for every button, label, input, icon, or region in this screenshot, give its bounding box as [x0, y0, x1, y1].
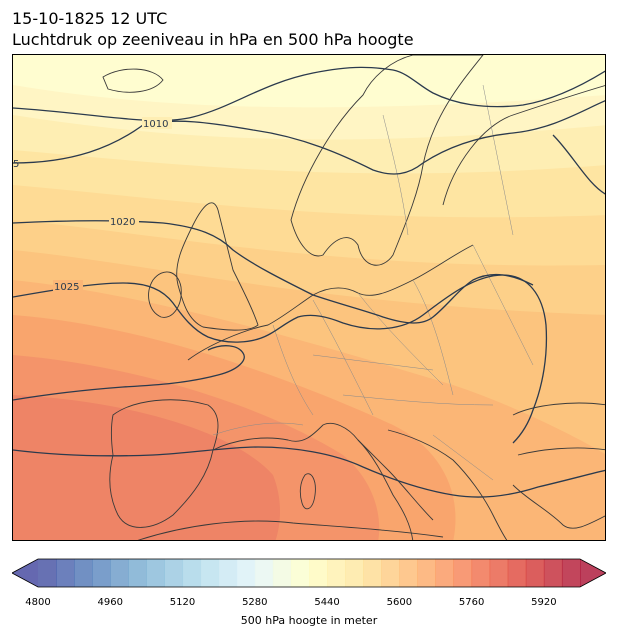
country-border [472, 244, 534, 366]
colorbar-cell [399, 559, 418, 587]
great-britain-coast [176, 202, 259, 331]
colorbar-cell [110, 559, 129, 587]
colorbar-tick-label: 5760 [458, 597, 485, 608]
map-canvas: 1010 1020 1025 5 [13, 55, 605, 540]
ireland-coast [148, 271, 182, 318]
label-bg [53, 280, 83, 292]
country-border [212, 422, 304, 436]
colorbar [12, 558, 606, 588]
label-bg [142, 117, 172, 129]
isobar-1010 [13, 100, 605, 175]
italy-west-coast [212, 422, 414, 540]
black-sea-coast [517, 447, 605, 456]
colorbar-tick-label: 5440 [314, 597, 340, 608]
colorbar-cell [56, 559, 75, 587]
finland-coast [442, 85, 605, 206]
colorbar-cell [453, 559, 473, 587]
colorbar-cell [507, 559, 527, 587]
colorbar-cell [218, 559, 238, 587]
isobar-label-1010: 1010 [143, 119, 168, 130]
colorbar-cell [525, 559, 545, 587]
isobar-labels: 1010 1020 1025 5 [13, 117, 172, 293]
colorbar-tick-label: 5280 [242, 597, 268, 608]
colorbar-cells [38, 559, 581, 587]
height-bands [13, 55, 605, 540]
weather-map: 1010 1020 1025 5 [12, 54, 606, 541]
colorbar-cell [417, 559, 436, 587]
country-border [312, 299, 374, 416]
colorbar-cell [272, 559, 292, 587]
colorbar-cell [182, 559, 202, 587]
colorbar-cell [146, 559, 165, 587]
colorbar-cell [363, 559, 382, 587]
colorbar-tick-label: 4800 [25, 597, 51, 608]
corsica-sardinia-coast [299, 473, 316, 510]
colorbar-cell [435, 559, 455, 587]
country-border [382, 114, 409, 236]
iberia-coast [109, 399, 219, 528]
colorbar-cell [381, 559, 400, 587]
colorbar-extend-max [580, 559, 606, 587]
label-bg [109, 215, 139, 227]
colorbar-cell [327, 559, 346, 587]
colorbar-cell [489, 559, 509, 587]
country-border [432, 434, 494, 481]
isobar-label-1020: 1020 [110, 217, 135, 228]
coastlines [102, 55, 605, 540]
greece-coast [512, 484, 605, 529]
country-border [272, 324, 314, 416]
country-border [342, 394, 494, 406]
colorbar-cell [74, 559, 93, 587]
scandinavia-coast [290, 55, 484, 266]
colorbar-cell [561, 559, 581, 587]
country-border [482, 84, 514, 236]
isobar-label-1005: 5 [13, 159, 19, 170]
north-africa-coast [137, 520, 444, 540]
colorbar-cell [128, 559, 147, 587]
colorbar-cell [92, 559, 111, 587]
isobar-1030 [13, 345, 245, 401]
colorbar-cell [236, 559, 256, 587]
colorbar-tick-label: 4960 [97, 597, 123, 608]
balkans-coast [387, 429, 508, 540]
isobar-1015 [552, 134, 605, 195]
colorbar-cell [309, 559, 328, 587]
colorbar-cell [471, 559, 491, 587]
map-title-date: 15-10-1825 12 UTC [12, 9, 168, 28]
colorbar-cell [164, 559, 184, 587]
colorbar-extend-min [12, 559, 38, 587]
colorbar-cell [38, 559, 57, 587]
north-europe-coast [187, 244, 474, 361]
colorbar-tick-label: 5600 [386, 597, 413, 608]
black-sea-coast [512, 402, 605, 416]
country-border [412, 279, 454, 396]
colorbar-label: 500 hPa hoogte in meter [240, 614, 378, 627]
height-band [13, 395, 280, 540]
isobar-1025 [13, 274, 548, 444]
colorbar-cell [200, 559, 220, 587]
colorbar-cell [290, 559, 310, 587]
colorbar-tick-label: 5120 [169, 597, 196, 608]
map-title-description: Luchtdruk op zeeniveau in hPa en 500 hPa… [12, 30, 414, 49]
iceland-coast [102, 68, 164, 93]
isobar-1025b [13, 446, 605, 498]
country-borders [212, 84, 534, 481]
colorbar-tick-label: 5920 [531, 597, 557, 608]
italy-east-coast [357, 439, 434, 521]
colorbar-cell [345, 559, 364, 587]
colorbar-cell [543, 559, 563, 587]
isobar-label-1025: 1025 [54, 282, 79, 293]
colorbar-cell [254, 559, 274, 587]
colorbar-outline [12, 558, 606, 588]
country-border [357, 292, 444, 386]
country-border [312, 354, 434, 371]
